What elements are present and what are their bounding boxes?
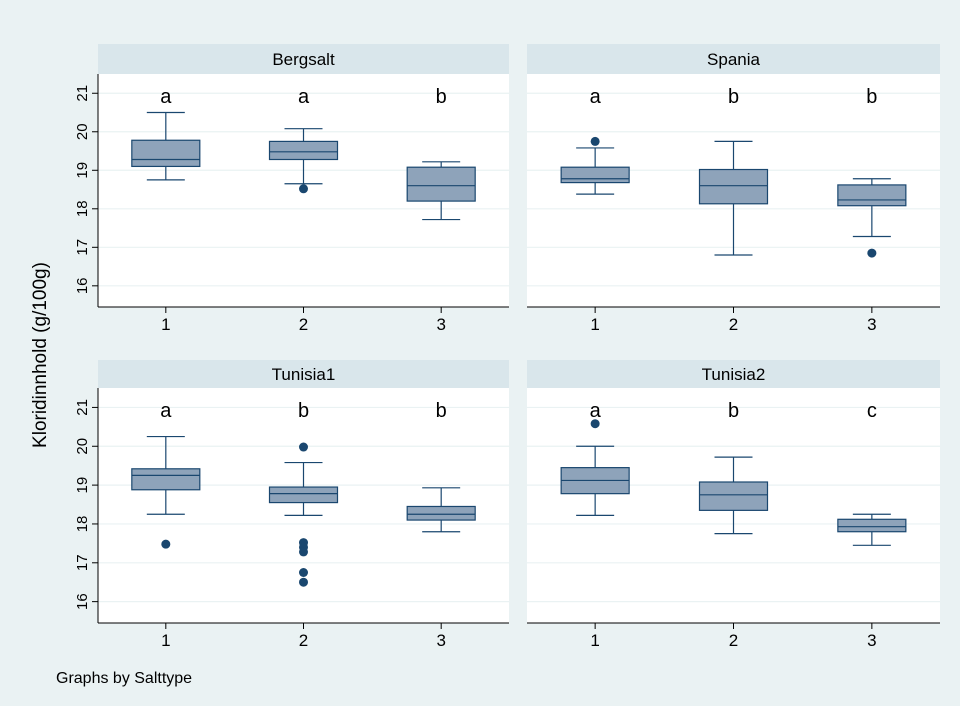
- panel-2: Spania 1 2 3 a b b: [527, 44, 940, 334]
- group-letter: a: [160, 86, 172, 108]
- graphs-by-note: Graphs by Salttype: [56, 670, 192, 687]
- y-tick-label: 17: [74, 239, 91, 256]
- box-3: b: [406, 86, 476, 221]
- panel-title: Spania: [707, 50, 760, 69]
- x-tick-label: 1: [590, 631, 599, 650]
- y-tick-label: 16: [74, 593, 91, 610]
- box-iqr: [560, 166, 630, 184]
- group-letter: a: [590, 400, 602, 422]
- x-tick-label: 2: [299, 631, 308, 650]
- group-letter: a: [590, 86, 602, 108]
- outlier-point: [867, 248, 877, 258]
- box-iqr: [837, 184, 907, 207]
- box-iqr: [698, 168, 769, 205]
- box-1: a: [131, 86, 201, 181]
- x-tick-label: 1: [161, 631, 170, 650]
- box-iqr: [131, 139, 201, 168]
- panel-title-strip: [527, 44, 940, 74]
- group-letter: a: [160, 400, 172, 422]
- box-1: a: [560, 86, 630, 195]
- panel-title-strip: [98, 360, 509, 388]
- panel-title: Tunisia1: [272, 365, 336, 384]
- outlier-point: [299, 568, 308, 578]
- y-tick-label: 18: [74, 200, 91, 217]
- group-letter: b: [298, 400, 309, 422]
- y-tick-label: 21: [74, 85, 91, 102]
- group-letter: b: [728, 400, 739, 422]
- panel-title-strip: [98, 44, 509, 74]
- box-3: b: [837, 86, 907, 258]
- panel-title: Tunisia2: [702, 365, 766, 384]
- box-2: b: [268, 400, 339, 587]
- x-tick-label: 1: [590, 315, 599, 334]
- x-tick-label: 2: [729, 315, 738, 334]
- x-tick-label: 3: [436, 631, 445, 650]
- box-iqr: [837, 518, 907, 533]
- group-letter: b: [866, 86, 877, 108]
- y-tick-label: 20: [74, 123, 91, 140]
- x-tick-label: 3: [867, 631, 876, 650]
- box-iqr: [131, 468, 201, 491]
- y-tick-label: 21: [74, 399, 91, 416]
- box-2: b: [698, 86, 769, 256]
- box-1: a: [131, 400, 201, 549]
- panel-4: Tunisia2 1 2 3 a b c: [527, 360, 940, 650]
- y-tick-label: 19: [74, 477, 91, 494]
- x-tick-label: 1: [161, 315, 170, 334]
- box-iqr: [698, 481, 769, 511]
- box-1: a: [560, 400, 630, 517]
- group-letter: b: [728, 86, 739, 108]
- box-2: b: [698, 400, 769, 535]
- outlier-point: [299, 577, 308, 587]
- box-3: c: [837, 400, 907, 546]
- outlier-point: [590, 419, 600, 429]
- box-iqr: [268, 140, 339, 161]
- outlier-point: [161, 539, 171, 549]
- outlier-point: [299, 184, 308, 194]
- group-letter: b: [436, 86, 447, 108]
- y-tick-label: 20: [74, 438, 91, 455]
- outlier-point: [299, 547, 308, 557]
- x-tick-label: 3: [867, 315, 876, 334]
- y-tick-label: 17: [74, 554, 91, 571]
- outlier-point: [299, 442, 308, 452]
- panel-title: Bergsalt: [272, 50, 335, 69]
- y-tick-label: 16: [74, 277, 91, 294]
- group-letter: c: [867, 400, 877, 422]
- box-iqr: [268, 486, 339, 504]
- outlier-point: [590, 136, 600, 146]
- group-letter: a: [298, 86, 310, 108]
- box-iqr: [406, 505, 476, 521]
- box-3: b: [406, 400, 476, 533]
- group-letter: b: [436, 400, 447, 422]
- box-iqr: [406, 166, 476, 202]
- x-tick-label: 2: [729, 631, 738, 650]
- y-axis-label: Kloridinnhold (g/100g): [30, 262, 51, 448]
- x-tick-label: 3: [436, 315, 445, 334]
- x-tick-label: 2: [299, 315, 308, 334]
- box-2: a: [268, 86, 339, 194]
- y-tick-label: 19: [74, 162, 91, 179]
- y-tick-label: 18: [74, 516, 91, 533]
- panel-title-strip: [527, 360, 940, 388]
